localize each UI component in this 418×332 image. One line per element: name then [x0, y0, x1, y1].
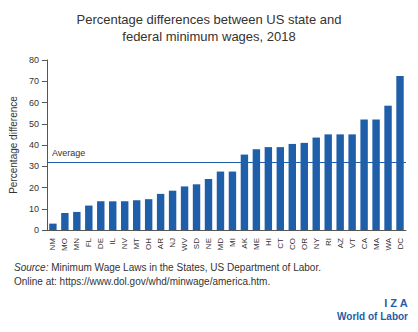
- svg-text:NM: NM: [48, 238, 57, 251]
- svg-text:20: 20: [29, 183, 39, 193]
- svg-text:Percentage difference: Percentage difference: [8, 96, 19, 194]
- svg-text:Online at: https://www.dol.gov: Online at: https://www.dol.gov/whd/minwa…: [14, 276, 270, 287]
- svg-text:Percentage differences between: Percentage differences between US state …: [77, 12, 342, 27]
- svg-text:50: 50: [29, 119, 39, 129]
- svg-text:RI: RI: [324, 238, 333, 246]
- svg-text:Minimum Wage Laws in the State: Minimum Wage Laws in the States, US Depa…: [48, 262, 321, 273]
- svg-text:HI: HI: [264, 238, 273, 246]
- svg-text:AZ: AZ: [336, 238, 345, 248]
- svg-text:OH: OH: [144, 238, 153, 250]
- svg-text:OR: OR: [300, 238, 309, 250]
- svg-text:IL: IL: [108, 237, 117, 244]
- svg-text:0: 0: [34, 225, 39, 235]
- svg-text:MN: MN: [72, 238, 81, 251]
- svg-text:10: 10: [29, 204, 39, 214]
- svg-text:CO: CO: [288, 238, 297, 250]
- svg-text:MT: MT: [132, 238, 141, 250]
- svg-text:MI: MI: [228, 238, 237, 247]
- svg-text:MD: MD: [216, 238, 225, 251]
- svg-text:WV: WV: [180, 237, 189, 251]
- svg-text:MO: MO: [60, 238, 69, 251]
- svg-text:CA: CA: [360, 237, 369, 249]
- svg-text:DC: DC: [396, 238, 405, 250]
- svg-text:federal minimum wages, 2018: federal minimum wages, 2018: [122, 29, 295, 44]
- svg-text:40: 40: [29, 140, 39, 150]
- svg-text:NV: NV: [120, 237, 129, 249]
- svg-text:AK: AK: [240, 237, 249, 248]
- svg-text:80: 80: [29, 55, 39, 65]
- svg-text:MA: MA: [372, 237, 381, 250]
- svg-text:Source:: Source:: [14, 262, 49, 273]
- svg-text:FL: FL: [84, 237, 93, 247]
- svg-text:NJ: NJ: [168, 238, 177, 248]
- svg-text:VT: VT: [348, 238, 357, 248]
- svg-text:70: 70: [29, 76, 39, 86]
- svg-text:Average: Average: [52, 148, 85, 158]
- svg-text:30: 30: [29, 161, 39, 171]
- svg-text:NE: NE: [204, 238, 213, 249]
- svg-text:60: 60: [29, 98, 39, 108]
- svg-text:NY: NY: [312, 237, 321, 249]
- svg-text:CT: CT: [276, 238, 285, 249]
- svg-text:I Z A: I Z A: [384, 297, 407, 309]
- svg-text:WA: WA: [384, 237, 393, 250]
- svg-text:SD: SD: [192, 238, 201, 249]
- svg-text:DE: DE: [96, 238, 105, 249]
- svg-text:World of Labor: World of Labor: [337, 311, 408, 322]
- svg-text:ME: ME: [252, 238, 261, 250]
- svg-text:AR: AR: [156, 238, 165, 249]
